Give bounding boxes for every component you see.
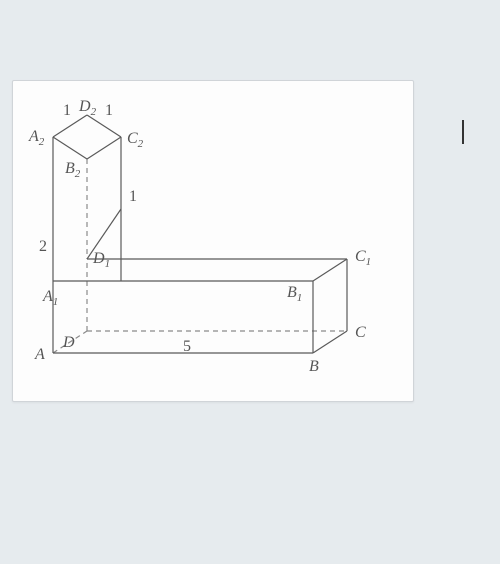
vertex-label-A: A [34,346,45,363]
vertex-label-A1: A1 [42,288,58,308]
dimension-label-1: 2 [39,238,47,255]
vertex-label-B2: B2 [65,160,81,180]
vertex-label-D: D [62,334,75,351]
vertex-label-C: C [355,324,366,341]
vertex-label-B1: B1 [287,284,302,304]
edge-B2-C2 [87,137,121,159]
vertex-label-B: B [309,358,319,375]
text-caret [462,120,464,144]
edge-A2-B2 [53,137,87,159]
edge-D2-C2 [87,115,121,137]
edge-B-C [313,331,347,353]
edge-B1-C1 [313,259,347,281]
vertex-label-A2: A2 [28,128,45,148]
vertex-label-D1: D1 [92,250,110,270]
vertex-label-C2: C2 [127,130,144,150]
dimension-label-4: 1 [129,188,137,205]
dimension-label-3: 1 [105,102,113,119]
dimension-label-0: 5 [183,338,191,355]
dimension-label-2: 1 [63,102,71,119]
vertex-label-C1: C1 [355,248,371,268]
diagram-panel: ABCDA1B1C1D1A2B2C2D252111 [12,80,414,402]
prism-diagram: ABCDA1B1C1D1A2B2C2D252111 [13,81,413,401]
